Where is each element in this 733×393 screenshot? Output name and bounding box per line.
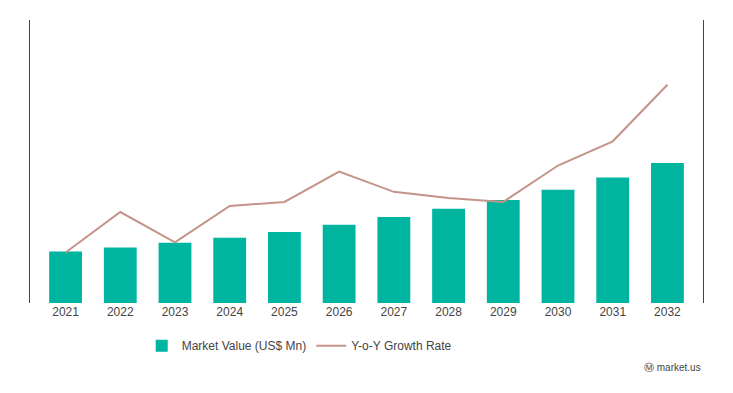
svg-text:2025: 2025 [271,305,298,319]
svg-text:Market Value (US$ Mn): Market Value (US$ Mn) [182,339,306,353]
svg-text:2027: 2027 [381,305,408,319]
svg-text:2030: 2030 [545,305,572,319]
svg-text:2021: 2021 [52,305,79,319]
svg-text:2029: 2029 [490,305,517,319]
svg-text:2022: 2022 [107,305,134,319]
svg-text:2023: 2023 [162,305,189,319]
svg-text:Ⓜ market.us: Ⓜ market.us [644,362,701,373]
svg-text:2026: 2026 [326,305,353,319]
svg-text:2032: 2032 [654,305,681,319]
svg-text:Y-o-Y Growth Rate: Y-o-Y Growth Rate [351,339,451,353]
svg-text:2028: 2028 [435,305,462,319]
svg-text:2031: 2031 [599,305,626,319]
svg-text:2024: 2024 [216,305,243,319]
